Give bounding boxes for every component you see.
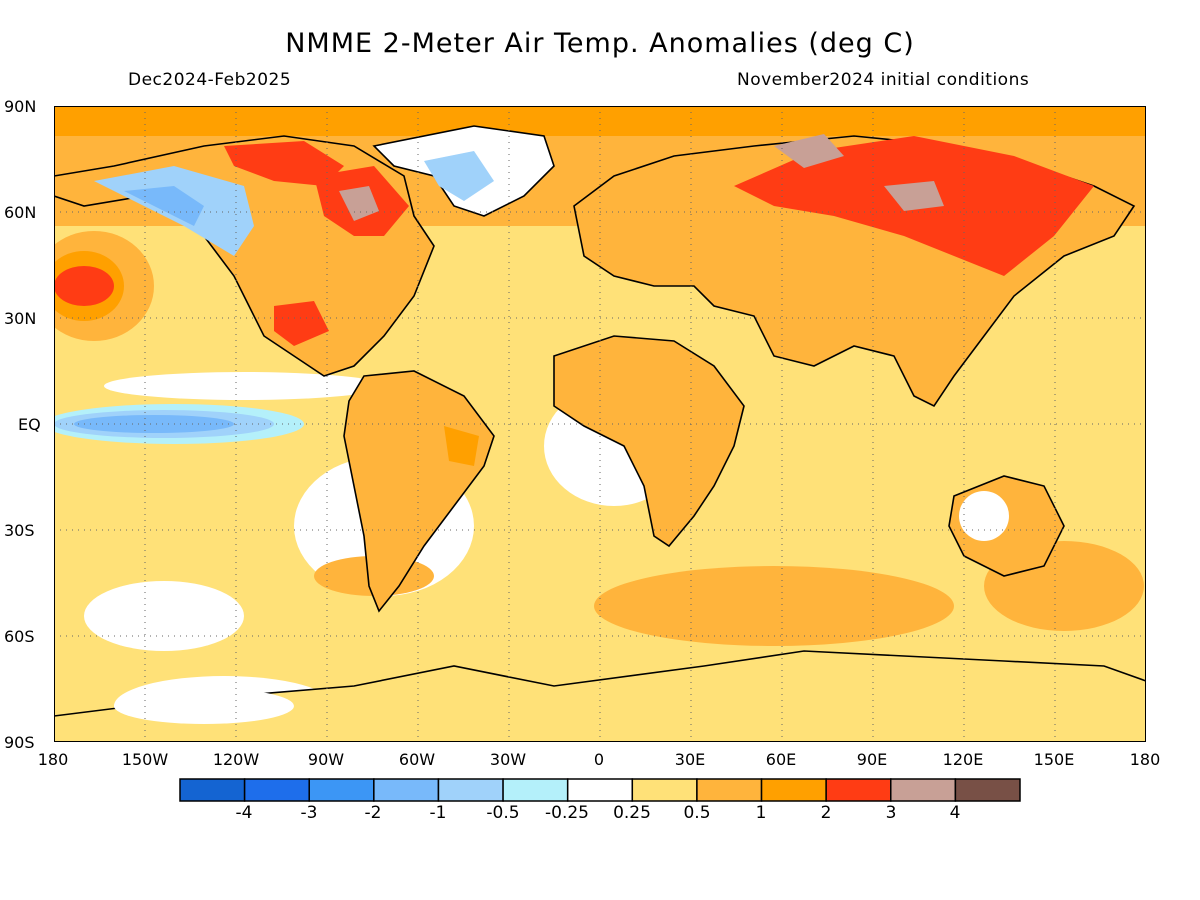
legend-label: 2 (820, 803, 832, 823)
legend-swatch (308, 778, 375, 802)
legend-swatch (760, 778, 827, 802)
legend-swatch (243, 778, 310, 802)
legend-label: -3 (300, 803, 318, 823)
lat-label-30n: 30N (4, 309, 37, 328)
legend-swatch (631, 778, 698, 802)
legend-swatch (437, 778, 504, 802)
legend-swatch (566, 778, 634, 802)
lat-label-60n: 60N (4, 203, 37, 222)
lon-label-180e: 180 (1129, 750, 1161, 769)
lat-label-90n: 90N (4, 97, 37, 116)
africa-land (553, 335, 745, 548)
lon-label-0: 0 (593, 750, 605, 769)
polar-cap-warm (54, 106, 1146, 136)
legend-label: 0.25 (613, 803, 651, 823)
legend-label: 4 (949, 803, 961, 823)
lon-label-90e: 90E (856, 750, 888, 769)
anomaly-map (54, 106, 1146, 742)
lon-label-30e: 30E (674, 750, 706, 769)
lat-label-90s: 90S (4, 733, 35, 752)
legend-swatch (890, 778, 957, 802)
legend-swatch (502, 778, 569, 802)
legend-label: -2 (364, 803, 382, 823)
legend-label: -0.25 (545, 803, 589, 823)
legend-label: -0.5 (486, 803, 520, 823)
lon-label-60w: 60W (398, 750, 436, 769)
lon-label-30w: 30W (489, 750, 527, 769)
lon-label-90w: 90W (307, 750, 345, 769)
lon-label-120e: 120E (942, 750, 984, 769)
lon-label-180w: 180 (37, 750, 69, 769)
map-title: NMME 2-Meter Air Temp. Anomalies (deg C) (285, 28, 915, 59)
legend-swatch (179, 778, 246, 802)
legend-swatch (696, 778, 763, 802)
legend-label: 0.5 (683, 803, 711, 823)
legend-swatch (825, 778, 892, 802)
lat-label-30s: 30S (4, 521, 35, 540)
color-legend (179, 778, 1021, 802)
legend-label: -1 (429, 803, 447, 823)
lon-label-150w: 150W (121, 750, 169, 769)
legend-label: 1 (755, 803, 767, 823)
legend-label: 3 (885, 803, 897, 823)
graticule (54, 106, 1146, 742)
lat-label-60s: 60S (4, 627, 35, 646)
antarctica-land (54, 650, 1146, 742)
lon-label-150e: 150E (1033, 750, 1075, 769)
initial-conditions: November2024 initial conditions (737, 70, 1030, 90)
legend-label: -4 (235, 803, 253, 823)
lon-label-60e: 60E (765, 750, 797, 769)
forecast-period: Dec2024-Feb2025 (128, 70, 292, 90)
legend-swatch (954, 778, 1021, 802)
lon-label-120w: 120W (212, 750, 260, 769)
lat-label-eq: EQ (18, 415, 41, 434)
legend-swatch (373, 778, 440, 802)
